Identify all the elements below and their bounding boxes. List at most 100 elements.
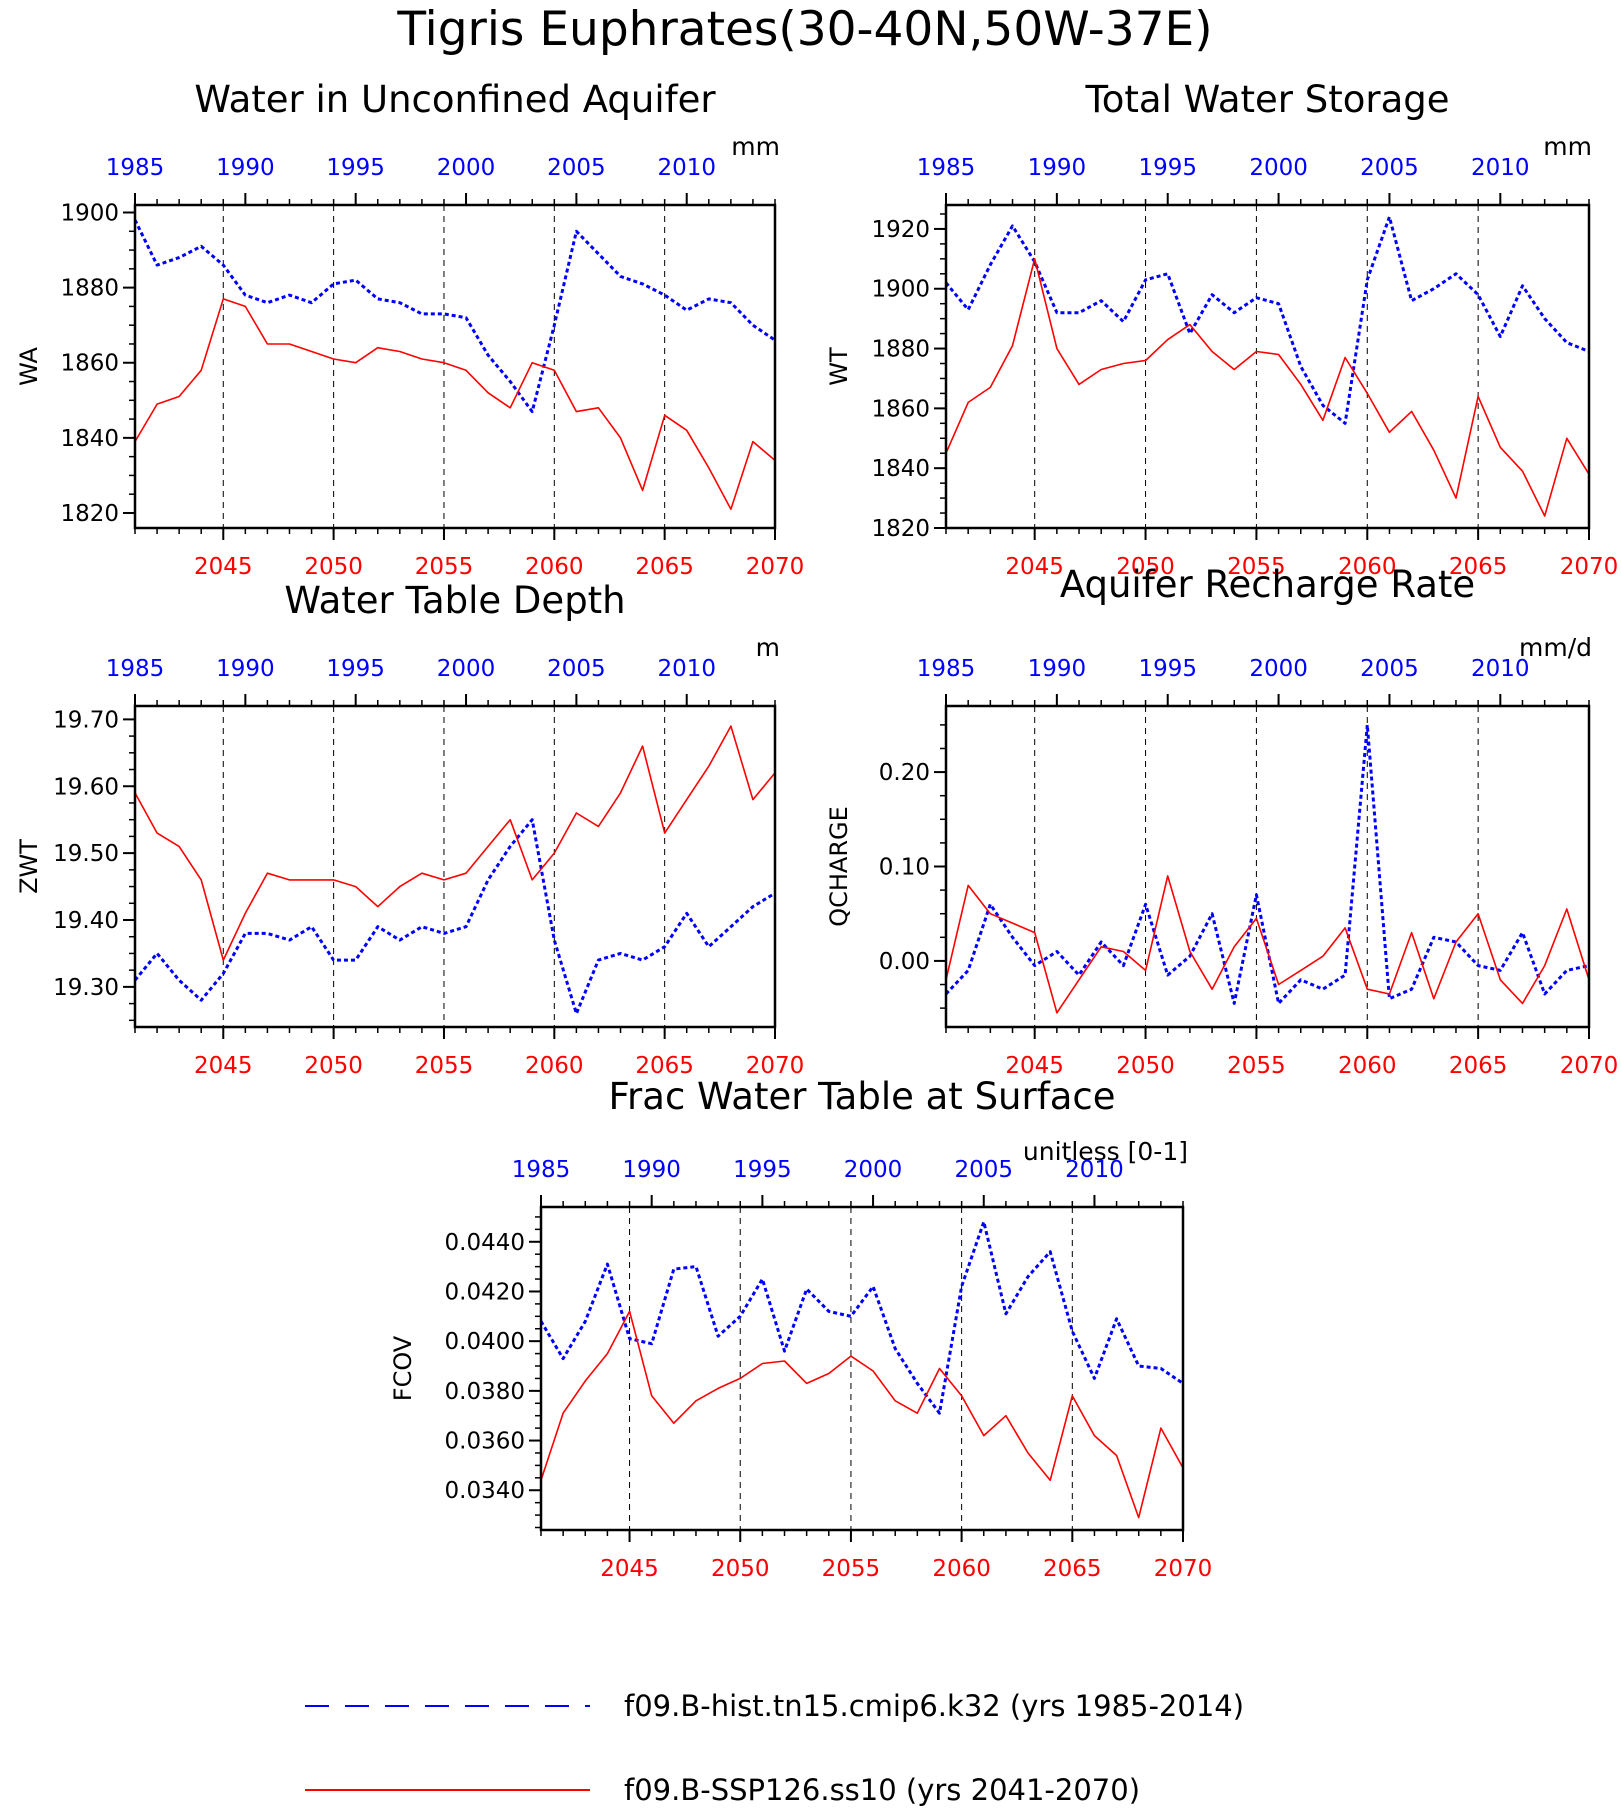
series-line-hist: [133, 219, 776, 414]
series-line-ssp: [945, 257, 1590, 517]
chart-panel-2: Total Water Storage mm WT 2045 2050 2055 2060 2…: [825, 78, 1618, 580]
y-tick-label: 0.0400: [445, 1329, 525, 1355]
y-axis-label: QCHARGE: [825, 806, 853, 927]
x-tick-label-top: 1990: [216, 155, 275, 181]
y-tick-label: 0.0360: [445, 1429, 525, 1455]
panel-title: Total Water Storage: [1084, 78, 1449, 121]
y-tick-label: 0.20: [879, 760, 930, 786]
units-label: unitless [0-1]: [1023, 1137, 1188, 1166]
x-tick-label-bottom: 2045: [1005, 554, 1064, 580]
y-axis-label: WT: [825, 347, 853, 386]
x-tick-label-bottom: 2055: [1227, 554, 1286, 580]
y-tick-label: 19.50: [53, 841, 119, 867]
y-axis-label: WA: [15, 347, 43, 386]
x-tick-label-bottom: 2065: [1449, 1053, 1508, 1079]
x-tick-label-bottom: 2045: [194, 1053, 253, 1079]
x-tick-label-bottom: 2055: [822, 1556, 881, 1582]
x-tick-label-top: 2010: [657, 656, 716, 682]
x-tick-label-bottom: 2070: [1154, 1556, 1213, 1582]
series-line-ssp: [134, 725, 776, 961]
x-tick-label-top: 2005: [1360, 155, 1419, 181]
x-tick-label-bottom: 2045: [1005, 1053, 1064, 1079]
chart-panel-5: Frac Water Table at Surface unitless [0-1…: [389, 1075, 1212, 1582]
y-tick-label: 1840: [871, 456, 930, 482]
y-tick-label: 19.30: [53, 975, 119, 1001]
y-axis-label: ZWT: [15, 839, 43, 894]
chart-panel-3: Water Table Depth m ZWT 2045 2050 2055 2060 206…: [15, 579, 804, 1079]
figure-title: Tigris Euphrates(30-40N,50W-37E): [396, 2, 1212, 57]
x-tick-label-top: 2005: [1360, 656, 1419, 682]
x-tick-label-bottom: 2060: [1338, 554, 1397, 580]
y-tick-label: 1880: [871, 337, 930, 363]
y-tick-label: 0.00: [879, 949, 930, 975]
x-tick-label-top: 2000: [844, 1157, 903, 1183]
series-line-ssp: [945, 875, 1590, 1014]
x-tick-label-bottom: 2070: [1560, 554, 1619, 580]
x-tick-label-bottom: 2065: [635, 554, 694, 580]
series-line-ssp: [540, 1310, 1184, 1519]
units-label: mm: [1543, 132, 1592, 161]
x-tick-label-bottom: 2070: [746, 1053, 805, 1079]
units-label: mm: [731, 132, 780, 161]
x-tick-label-top: 1985: [917, 656, 976, 682]
plot-frame: [133, 704, 777, 1029]
x-tick-label-bottom: 2050: [1116, 554, 1175, 580]
series-line-hist: [944, 723, 1590, 1005]
panel-title: Water Table Depth: [284, 579, 625, 622]
x-tick-label-top: 2000: [437, 155, 496, 181]
x-tick-label-bottom: 2060: [932, 1556, 991, 1582]
series-line-hist: [133, 818, 776, 1016]
x-tick-label-top: 1985: [512, 1157, 571, 1183]
x-tick-label-bottom: 2055: [1227, 1053, 1286, 1079]
y-tick-label: 1920: [871, 217, 930, 243]
panel-title: Aquifer Recharge Rate: [1060, 563, 1475, 606]
x-tick-label-bottom: 2060: [525, 1053, 584, 1079]
y-tick-label: 1840: [60, 426, 119, 452]
x-tick-label-top: 2010: [657, 155, 716, 181]
plot-frame: [944, 203, 1591, 530]
x-tick-label-top: 2010: [1471, 656, 1530, 682]
units-label: m: [756, 633, 780, 662]
x-tick-label-top: 1995: [326, 155, 385, 181]
y-tick-label: 1860: [60, 351, 119, 377]
x-tick-label-bottom: 2070: [1560, 1053, 1619, 1079]
series-line-hist: [539, 1220, 1184, 1415]
x-tick-label-top: 1985: [106, 155, 165, 181]
x-tick-label-bottom: 2065: [1449, 554, 1508, 580]
x-tick-label-top: 2005: [547, 155, 606, 181]
x-tick-label-top: 2005: [547, 656, 606, 682]
y-tick-label: 0.0440: [445, 1230, 525, 1256]
x-tick-label-top: 1995: [1138, 155, 1197, 181]
x-tick-label-bottom: 2045: [194, 554, 253, 580]
x-tick-label-bottom: 2060: [1338, 1053, 1397, 1079]
x-tick-label-bottom: 2050: [1116, 1053, 1175, 1079]
x-tick-label-bottom: 2065: [635, 1053, 694, 1079]
series-line-ssp: [134, 298, 776, 511]
y-tick-label: 0.0420: [445, 1279, 525, 1305]
series-line-hist: [944, 215, 1590, 425]
x-tick-label-top: 1995: [733, 1157, 792, 1183]
x-tick-label-top: 1985: [106, 656, 165, 682]
x-tick-label-top: 2000: [1249, 656, 1308, 682]
plot-frame: [133, 203, 777, 530]
x-tick-label-top: 2005: [954, 1157, 1013, 1183]
panel-title: Frac Water Table at Surface: [608, 1075, 1115, 1118]
x-tick-label-top: 2010: [1471, 155, 1530, 181]
x-tick-label-bottom: 2055: [415, 1053, 474, 1079]
y-tick-label: 0.0340: [445, 1478, 525, 1504]
x-tick-label-top: 2010: [1065, 1157, 1124, 1183]
x-tick-label-top: 1990: [622, 1157, 681, 1183]
chart-panel-1: Water in Unconfined Aquifer mm WA 2045 2050 2…: [15, 78, 804, 580]
x-tick-label-top: 1985: [917, 155, 976, 181]
plot-frame: [944, 704, 1591, 1029]
y-tick-label: 0.0380: [445, 1379, 525, 1405]
legend-label-ssp: f09.B-SSP126.ss10 (yrs 2041-2070): [624, 1773, 1140, 1807]
units-label: mm/d: [1519, 633, 1592, 662]
x-tick-label-top: 1990: [1028, 656, 1087, 682]
x-tick-label-top: 1995: [326, 656, 385, 682]
legend: f09.B-hist.tn15.cmip6.k32 (yrs 1985-2014…: [305, 1689, 1244, 1807]
y-tick-label: 1820: [60, 501, 119, 527]
y-tick-label: 19.60: [53, 774, 119, 800]
y-tick-label: 1820: [871, 516, 930, 542]
